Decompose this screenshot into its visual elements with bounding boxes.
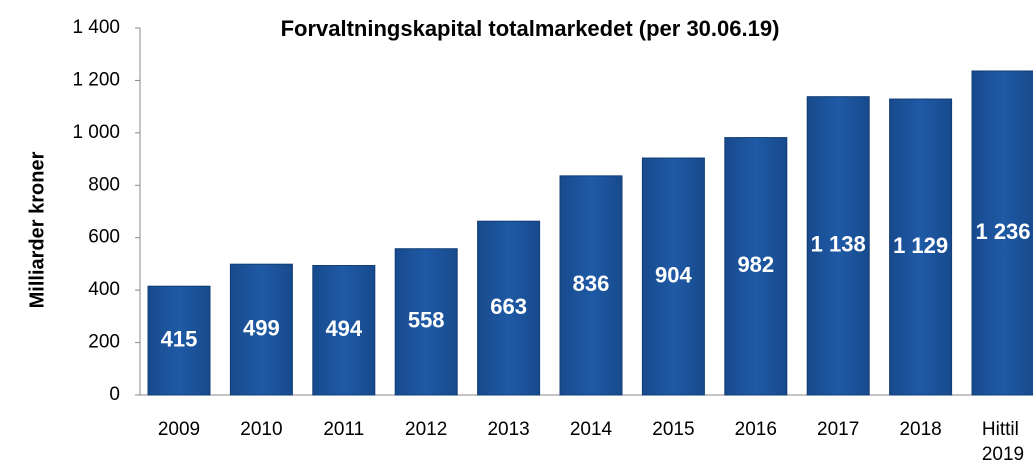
bar [971,70,1033,396]
value-label: 1 138 [811,232,866,257]
y-tick-label: 1 000 [72,122,120,143]
x-tick-label: 2011 [323,419,364,440]
bar [229,263,293,396]
value-label: 499 [243,315,280,340]
x-tick-label: 2016 [735,419,777,440]
y-tick-label: 0 [109,384,120,405]
y-tick-label: 800 [88,174,120,195]
value-label: 494 [325,316,362,341]
value-label: 415 [161,326,198,351]
y-tick-label: 200 [88,332,120,353]
bar [806,96,870,396]
y-tick-label: 1 200 [72,69,120,90]
bar [889,98,953,396]
value-label: 982 [737,252,774,277]
value-label: 663 [490,294,527,319]
bar [312,265,376,396]
value-label: 904 [655,262,692,287]
x-tick-label: 2014 [570,419,613,440]
bar [477,220,541,396]
x-tick-label: 2013 [487,419,529,440]
x-tick-label: 2018 [899,419,941,440]
x-tick-label: 2012 [405,419,447,440]
y-tick-label: 400 [88,279,120,300]
y-tick-label: 600 [88,227,120,248]
bar [147,285,211,396]
x-tick-label: 2015 [652,419,694,440]
bar [394,248,458,396]
x-tick-label: Hittil 2019 [982,419,1024,465]
value-label: 558 [408,308,445,333]
bar [724,137,788,396]
chart-title: Forvaltningskapital totalmarkedet (per 3… [281,16,780,41]
x-tick-label: 2017 [817,419,859,440]
value-label: 836 [573,271,610,296]
y-tick-label: 1 400 [72,17,120,38]
x-tick-label: 2009 [158,419,200,440]
value-label: 1 236 [975,219,1030,244]
value-label: 1 129 [893,233,948,258]
y-axis-title: Milliarder kroner [26,151,48,308]
bar [559,175,623,396]
x-tick-label: 2010 [240,419,282,440]
bar [641,157,705,396]
